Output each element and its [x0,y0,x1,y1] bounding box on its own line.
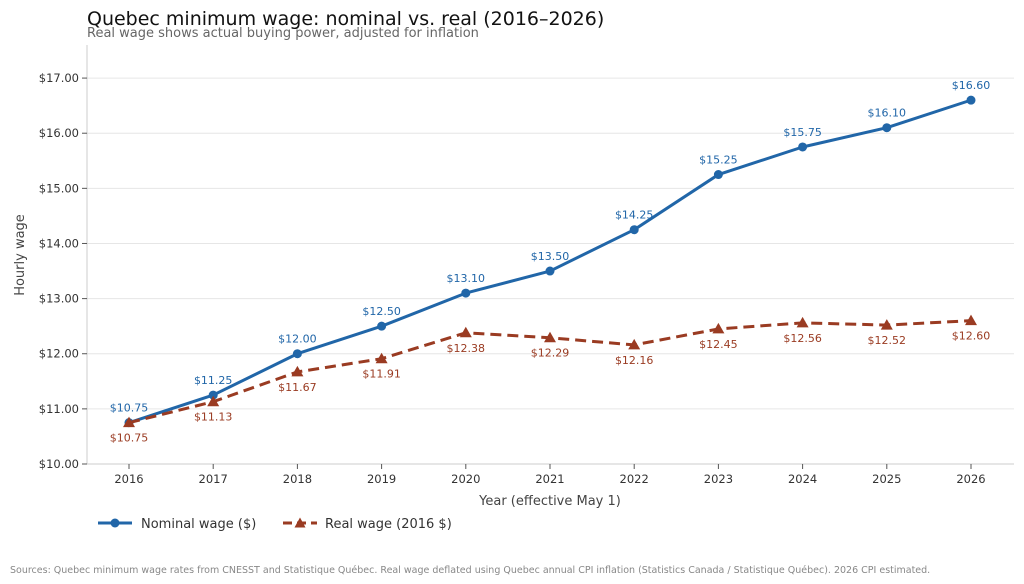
data-point [375,352,388,364]
y-tick-label: $17.00 [39,71,79,85]
data-label: $16.60 [952,79,991,92]
legend-real-marker [294,517,306,528]
data-point [208,390,218,400]
data-point [544,331,556,343]
data-label: $16.10 [868,107,907,120]
data-point [629,225,639,235]
data-label: $11.67 [278,381,317,394]
y-tick-label: $16.00 [39,126,79,140]
x-tick-label: 2017 [199,472,228,486]
y-tick-label: $12.00 [39,347,79,361]
series-real [123,314,977,428]
data-label: $12.16 [615,354,654,367]
data-label: $10.75 [110,402,149,415]
chart-title: Quebec minimum wage: nominal vs. real (2… [87,8,604,30]
data-point [545,266,555,276]
data-label: $11.91 [362,368,401,381]
y-axis-ticks: $10.00 $11.00 $12.00 $13.00 $14.00 $15.00 $16.… [39,71,87,471]
x-tick-label: 2018 [283,472,312,486]
x-axis-label: Year (effective May 1) [478,494,621,509]
y-tick-label: $14.00 [39,236,79,250]
source-note: Sources: Quebec minimum wage rates from … [10,565,930,576]
data-point [207,395,220,407]
data-label: $10.75 [110,432,149,445]
y-axis-label: Hourly wage [13,214,28,296]
data-label: $12.50 [362,305,401,318]
chart-subtitle: Real wage shows actual buying power, adj… [87,26,479,41]
data-label: $13.50 [531,250,570,263]
data-labels-layer: $10.75 $11.25 $12.00 $12.50 $13.10 $13.50 $14.… [110,79,991,445]
data-label: $11.25 [194,374,233,387]
legend-real-label: Real wage (2016 $) [325,517,452,532]
legend: Nominal wage ($) Real wage (2016 $) [98,517,452,532]
data-point [292,349,302,359]
data-label: $11.13 [194,411,233,424]
data-point [966,95,976,105]
data-point [798,142,808,152]
data-label: $12.60 [952,330,991,343]
x-tick-label: 2020 [451,472,480,486]
data-point [291,365,304,377]
x-tick-label: 2024 [788,472,817,486]
data-label: $12.56 [783,332,822,345]
x-axis-ticks: 2016 2017 2018 2019 2020 2021 2022 2023 2024 2025… [114,464,986,486]
data-point [796,316,809,328]
data-point [880,319,893,330]
data-label: $12.29 [531,347,570,360]
data-point [461,288,471,298]
data-label: $12.52 [868,334,907,347]
data-label: $14.25 [615,209,654,222]
y-tick-label: $11.00 [39,402,79,416]
data-label: $13.10 [447,272,486,285]
data-label: $12.38 [447,342,486,355]
x-tick-label: 2019 [367,472,396,486]
x-tick-label: 2023 [704,472,733,486]
data-point [377,321,387,331]
data-point [459,326,472,338]
data-label: $15.25 [699,154,738,167]
data-point [965,314,977,326]
x-tick-label: 2016 [114,472,143,486]
legend-nominal-label: Nominal wage ($) [141,517,256,532]
x-tick-label: 2021 [535,472,564,486]
data-point [712,322,725,334]
y-tick-label: $10.00 [39,457,79,471]
series-layer [123,95,977,428]
y-tick-label: $15.00 [39,181,79,195]
series-nominal [124,95,976,428]
data-point [713,170,723,180]
data-point [123,416,135,428]
x-tick-label: 2026 [956,472,985,486]
legend-nominal-marker [110,518,120,528]
data-point [628,338,641,350]
data-label: $15.75 [783,126,822,139]
data-label: $12.00 [278,333,317,346]
x-tick-label: 2022 [620,472,649,486]
data-label: $12.45 [699,338,738,351]
data-point [882,123,892,133]
y-tick-label: $13.00 [39,292,79,306]
x-tick-label: 2025 [872,472,901,486]
